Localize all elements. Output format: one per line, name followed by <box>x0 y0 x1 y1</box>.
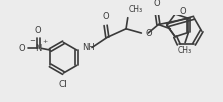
Text: O: O <box>35 26 41 35</box>
Text: CH₃: CH₃ <box>129 5 143 14</box>
Text: O: O <box>180 7 186 16</box>
Text: N: N <box>35 44 41 53</box>
Text: O: O <box>102 12 109 21</box>
Text: O: O <box>153 0 160 8</box>
Text: −: − <box>30 38 35 44</box>
Text: +: + <box>42 39 48 44</box>
Text: O: O <box>19 44 25 53</box>
Text: O: O <box>146 29 152 38</box>
Text: NH: NH <box>82 43 95 52</box>
Text: Cl: Cl <box>59 80 68 89</box>
Text: CH₃: CH₃ <box>178 46 192 55</box>
